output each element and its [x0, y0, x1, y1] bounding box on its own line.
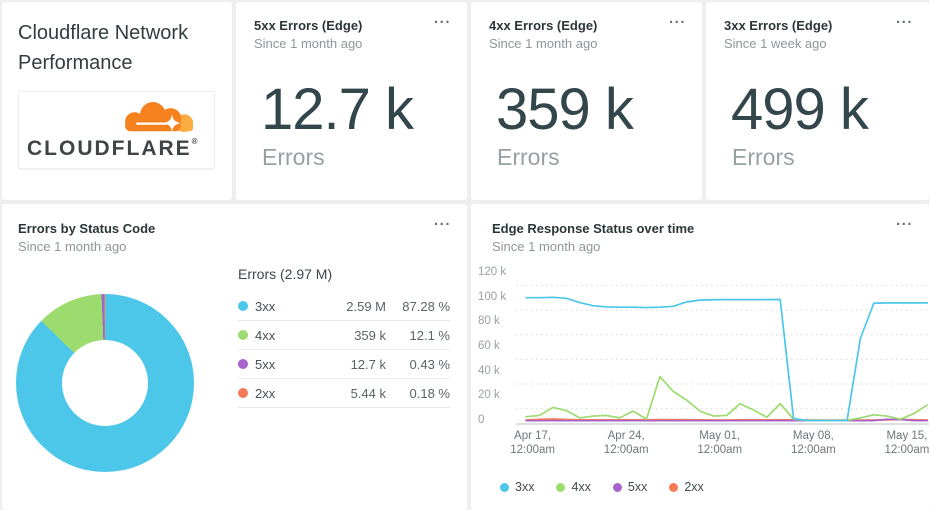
y-axis-label: 60 k	[478, 340, 500, 352]
y-axis-label: 120 k	[478, 266, 507, 278]
stat-card-5xx: ... 5xx Errors (Edge) Since 1 month ago …	[236, 2, 467, 200]
edge-response-card: ... Edge Response Status over time Since…	[471, 204, 929, 510]
table-row-2xx[interactable]: 2xx 5.44 k 0.18 %	[238, 379, 450, 408]
legend-item-5xx[interactable]: 5xx	[612, 480, 648, 494]
y-axis-label: 100 k	[478, 290, 507, 303]
row-value: 12.7 k	[350, 356, 386, 372]
series-color-dot	[238, 359, 248, 369]
series-color-dot	[612, 482, 622, 492]
x-axis-label: May 01, 12:00am	[697, 430, 743, 456]
x-axis-label: Apr 17, 12:00am	[510, 430, 555, 456]
line-chart-canvas[interactable]	[516, 261, 929, 427]
donut-hole	[62, 340, 148, 426]
stat-card-title: 4xx Errors (Edge)	[489, 18, 598, 33]
y-axis: 120 k 100 k 80 k 60 k 40 k 20 k 0	[471, 204, 512, 510]
stat-card-subtitle: Since 1 month ago	[489, 36, 598, 51]
row-percent: 12.1 %	[409, 327, 450, 343]
stat-card-title: 5xx Errors (Edge)	[254, 18, 363, 33]
x-axis-label: Apr 24, 12:00am	[603, 430, 649, 456]
table-row-5xx[interactable]: 5xx 12.7 k 0.43 %	[238, 350, 450, 379]
row-label: 4xx	[255, 327, 276, 343]
timeseries-card-title: Edge Response Status over time	[492, 221, 695, 236]
stat-card-subtitle: Since 1 week ago	[724, 36, 827, 51]
stat-card-title: 3xx Errors (Edge)	[724, 18, 833, 33]
stat-card-4xx: ... 4xx Errors (Edge) Since 1 month ago …	[471, 2, 702, 200]
stat-unit-label: Errors	[262, 144, 325, 170]
legend-item-4xx[interactable]: 4xx	[556, 480, 591, 494]
row-percent: 87.28 %	[402, 298, 450, 314]
legend-label: 2xx	[684, 480, 704, 494]
card-menu-icon[interactable]: ...	[895, 212, 913, 229]
row-percent: 0.18 %	[409, 385, 450, 401]
donut-card-title: Errors by Status Code	[18, 221, 156, 236]
card-menu-icon[interactable]: ...	[433, 10, 451, 27]
table-row-4xx[interactable]: 4xx 359 k 12.1 %	[238, 321, 450, 350]
row-value: 359 k	[354, 327, 386, 343]
x-axis-label: May 08, 12:00am	[790, 430, 836, 456]
y-axis-label: 80 k	[478, 315, 500, 328]
x-axis-label: May 15, 12:00am	[884, 430, 929, 456]
legend-label: 4xx	[571, 480, 591, 494]
stat-value: 12.7 k	[261, 77, 414, 142]
legend-label: 5xx	[627, 480, 648, 494]
donut-card-subtitle: Since 1 month ago	[18, 239, 127, 254]
overview-card: Cloudflare Network Performance CLOUDFLAR…	[2, 2, 232, 200]
stat-unit-label: Errors	[732, 144, 795, 170]
series-line-4xx[interactable]	[526, 377, 927, 421]
stat-value: 499 k	[731, 77, 869, 142]
legend-item-3xx[interactable]: 3xx	[500, 480, 534, 494]
series-color-dot	[556, 482, 566, 492]
status-breakdown-table: Errors (2.97 M) 3xx 2.59 M 87.28 % 4xx 3…	[238, 266, 450, 408]
cloudflare-wordmark: CLOUDFLARE®	[27, 137, 200, 160]
stat-value: 359 k	[496, 77, 634, 142]
x-axis: Apr 17, 12:00am Apr 24, 12:00am May 01, 12:00…	[510, 429, 929, 459]
legend-item-2xx[interactable]: 2xx	[669, 480, 704, 494]
chart-legend: 3xx 4xx 5xx 2xx	[500, 480, 704, 494]
series-color-dot	[669, 482, 679, 492]
series-color-dot	[238, 388, 248, 398]
stat-card-subtitle: Since 1 month ago	[254, 36, 363, 51]
row-value: 2.59 M	[346, 298, 386, 314]
cloudflare-cloud-icon	[125, 102, 194, 132]
row-label: 5xx	[255, 356, 276, 372]
line-chart-plot-area[interactable]	[516, 261, 929, 427]
breakdown-table-header: Errors (2.97 M)	[238, 266, 333, 282]
dashboard-title: Cloudflare Network Performance	[18, 22, 189, 74]
y-axis-label: 20 k	[478, 389, 500, 402]
row-value: 5.44 k	[350, 385, 386, 401]
stat-card-3xx: ... 3xx Errors (Edge) Since 1 week ago 4…	[706, 2, 929, 200]
series-color-dot	[238, 301, 248, 311]
card-menu-icon[interactable]: ...	[668, 10, 686, 27]
stat-unit-label: Errors	[497, 144, 560, 170]
errors-by-status-card: ... Errors by Status Code Since 1 month …	[2, 204, 467, 510]
timeseries-card-subtitle: Since 1 month ago	[492, 239, 601, 254]
y-axis-label: 0	[478, 414, 485, 426]
row-label: 2xx	[255, 385, 276, 401]
registered-mark: ®	[191, 137, 200, 146]
card-menu-icon[interactable]: ...	[895, 10, 913, 27]
cloudflare-logo: CLOUDFLARE®	[18, 91, 215, 169]
row-label: 3xx	[255, 298, 276, 314]
table-row-3xx[interactable]: 3xx 2.59 M 87.28 %	[238, 292, 450, 321]
donut-chart[interactable]	[16, 294, 194, 472]
series-line-3xx[interactable]	[526, 297, 927, 420]
row-percent: 0.43 %	[409, 356, 450, 372]
series-color-dot	[500, 482, 509, 492]
legend-label: 3xx	[515, 480, 535, 494]
series-line-5xx[interactable]	[526, 419, 927, 420]
card-menu-icon[interactable]: ...	[433, 212, 451, 229]
series-color-dot	[238, 330, 248, 340]
y-axis-label: 40 k	[478, 364, 500, 377]
